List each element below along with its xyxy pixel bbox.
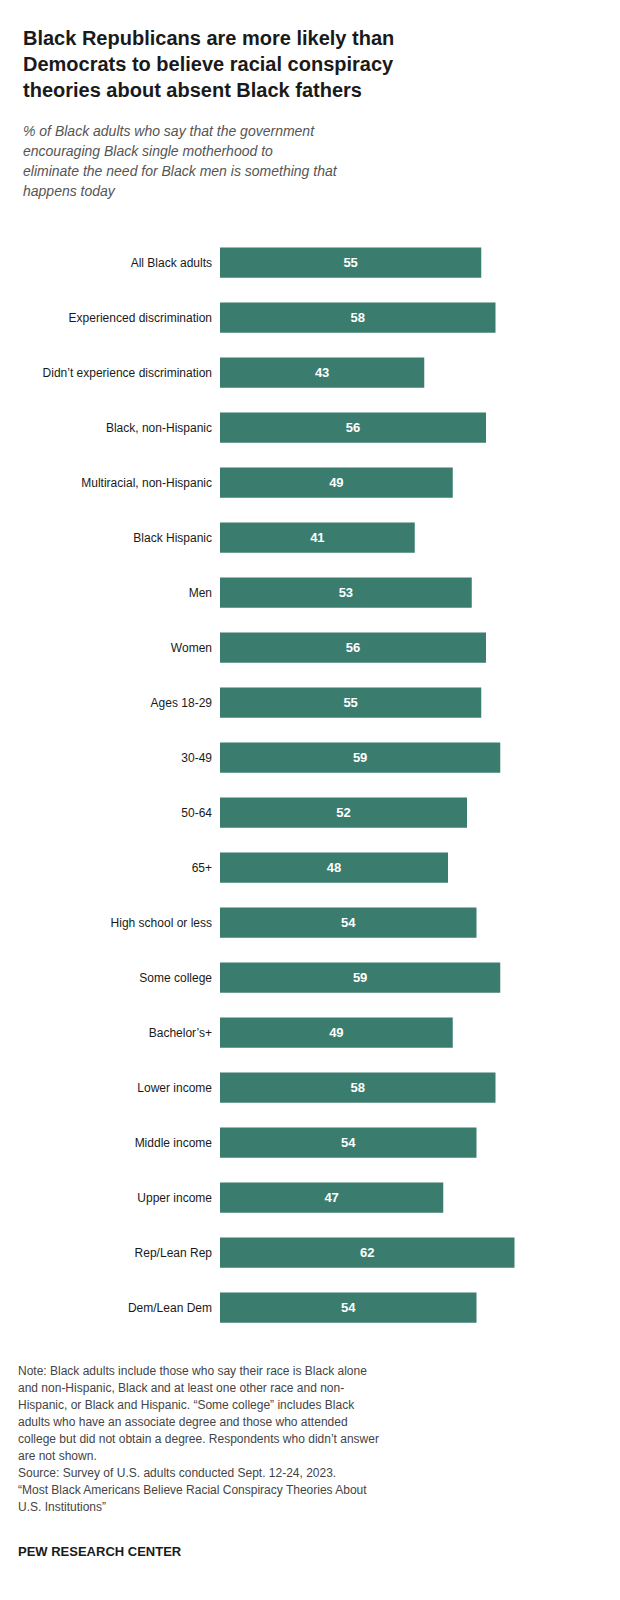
svg-text:53: 53 [339,585,353,600]
svg-text:adults who have an associate d: adults who have an associate degree and … [18,1415,348,1429]
svg-text:54: 54 [341,1300,356,1315]
svg-text:% of Black adults who say that: % of Black adults who say that the gover… [23,123,315,139]
svg-text:54: 54 [341,1135,356,1150]
svg-text:Ages 18-29: Ages 18-29 [151,696,213,710]
svg-text:58: 58 [351,310,365,325]
svg-text:58: 58 [351,1080,365,1095]
svg-text:Hispanic, or Black and Hispani: Hispanic, or Black and Hispanic. “Some c… [18,1398,355,1412]
svg-text:High school or less: High school or less [111,916,212,930]
svg-text:55: 55 [343,695,357,710]
svg-text:Black Republicans are more lik: Black Republicans are more likely than [23,27,394,49]
svg-text:30-49: 30-49 [181,751,212,765]
svg-text:Source: Survey of U.S. adults: Source: Survey of U.S. adults conducted … [18,1466,336,1480]
svg-text:U.S. Institutions”: U.S. Institutions” [18,1500,106,1514]
svg-text:“Most Black Americans Believe: “Most Black Americans Believe Racial Con… [18,1483,367,1497]
svg-text:49: 49 [329,475,343,490]
svg-text:and non-Hispanic, Black and at: and non-Hispanic, Black and at least one… [18,1381,344,1395]
svg-text:54: 54 [341,915,356,930]
svg-text:Lower income: Lower income [137,1081,212,1095]
svg-text:Men: Men [189,586,212,600]
svg-text:happens today: happens today [23,183,116,199]
svg-text:Some college: Some college [139,971,212,985]
svg-text:Middle income: Middle income [135,1136,213,1150]
svg-text:49: 49 [329,1025,343,1040]
svg-text:Bachelor’s+: Bachelor’s+ [149,1026,212,1040]
svg-text:Rep/Lean Rep: Rep/Lean Rep [135,1246,213,1260]
svg-text:65+: 65+ [192,861,212,875]
svg-text:52: 52 [336,805,350,820]
svg-text:56: 56 [346,420,360,435]
svg-text:47: 47 [324,1190,338,1205]
svg-text:59: 59 [353,970,367,985]
svg-text:college but did not obtain a d: college but did not obtain a degree. Res… [18,1432,379,1446]
svg-text:56: 56 [346,640,360,655]
svg-text:48: 48 [327,860,341,875]
svg-text:Multiracial, non-Hispanic: Multiracial, non-Hispanic [81,476,212,490]
svg-text:theories about absent Black fa: theories about absent Black fathers [23,79,362,101]
svg-text:Note: Black adults include tho: Note: Black adults include those who say… [18,1364,367,1378]
svg-text:50-64: 50-64 [181,806,212,820]
svg-text:Black Hispanic: Black Hispanic [133,531,212,545]
svg-text:59: 59 [353,750,367,765]
svg-text:Dem/Lean Dem: Dem/Lean Dem [128,1301,212,1315]
svg-text:Didn’t experience discriminati: Didn’t experience discrimination [43,366,212,380]
svg-text:eliminate the need for Black m: eliminate the need for Black men is some… [23,163,338,179]
svg-text:are not shown.: are not shown. [18,1449,97,1463]
svg-text:Democrats to believe racial co: Democrats to believe racial conspiracy [23,53,394,75]
svg-text:43: 43 [315,365,329,380]
svg-text:PEW RESEARCH CENTER: PEW RESEARCH CENTER [18,1544,182,1559]
svg-text:55: 55 [343,255,357,270]
svg-text:encouraging Black single mothe: encouraging Black single motherhood to [23,143,273,159]
svg-text:Black, non-Hispanic: Black, non-Hispanic [106,421,212,435]
svg-text:41: 41 [310,530,324,545]
svg-text:Women: Women [171,641,212,655]
svg-text:Upper income: Upper income [137,1191,212,1205]
svg-text:62: 62 [360,1245,374,1260]
svg-text:Experienced discrimination: Experienced discrimination [69,311,212,325]
svg-text:All Black adults: All Black adults [131,256,212,270]
